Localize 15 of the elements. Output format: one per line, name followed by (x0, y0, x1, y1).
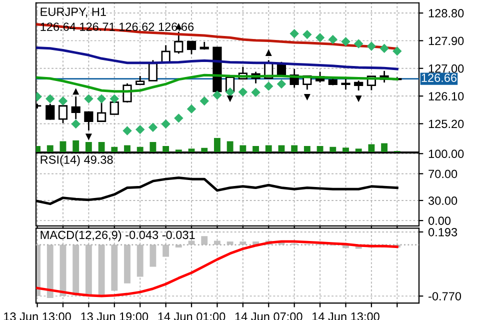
y-tick-label: -0.770 (428, 292, 462, 300)
y-tick-label: 30.00 (428, 196, 458, 205)
y-tick-label: 128.80 (428, 9, 464, 18)
y-tick-label: 100.00 (428, 150, 464, 158)
y-tick-label: 0.00 (428, 216, 451, 225)
y-tick-label: 127.00 (428, 64, 464, 73)
y-tick-label: 127.90 (428, 36, 464, 46)
y-tick-label: 126.10 (428, 92, 464, 100)
chart-title: EURJPY, H1 (40, 8, 106, 18)
chart-title: MACD(12,26,9) -0.043 -0.031 (40, 230, 195, 242)
y-tick-label: 70.00 (428, 170, 458, 178)
y-tick-label: 125.20 (428, 120, 464, 128)
y-tick-label: 0.193 (428, 228, 458, 236)
ref-line-label: 126.66 (422, 74, 457, 82)
chart-title: RSI(14) 49.38 (40, 155, 113, 166)
